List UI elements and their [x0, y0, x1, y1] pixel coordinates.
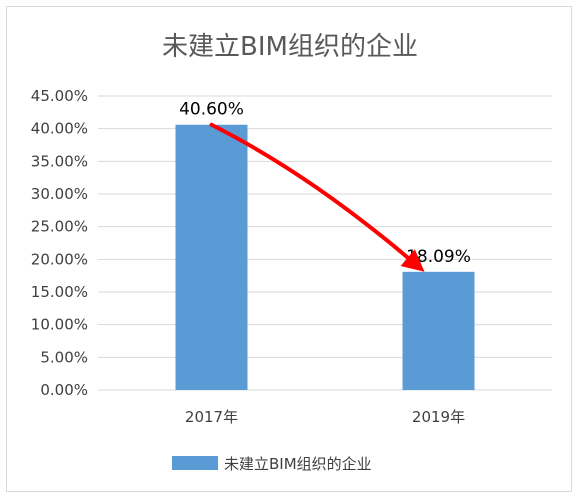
y-tick-label: 15.00%: [31, 283, 88, 301]
arrow-curve: [209, 122, 410, 260]
y-tick-label: 30.00%: [31, 185, 88, 203]
x-axis-categories: 2017年 2019年: [185, 408, 465, 426]
chart-title: 未建立BIM组织的企业: [162, 32, 418, 62]
y-tick-label: 20.00%: [31, 250, 88, 268]
legend-swatch: [172, 456, 218, 470]
y-tick-label: 35.00%: [31, 152, 88, 170]
y-axis-ticks: 0.00% 5.00% 10.00% 15.00% 20.00% 25.00% 30.00%…: [31, 87, 88, 399]
x-tick-label: 2017年: [185, 408, 238, 426]
data-label: 18.09%: [406, 247, 471, 267]
gridlines: [98, 95, 552, 391]
y-tick-label: 45.00%: [31, 87, 88, 105]
bar: [175, 124, 248, 390]
y-tick-label: 0.00%: [40, 381, 88, 399]
y-tick-label: 40.00%: [31, 120, 88, 138]
y-tick-label: 10.00%: [31, 316, 88, 334]
bar: [402, 271, 475, 390]
trend-arrow: [209, 122, 425, 272]
bars: [175, 124, 475, 390]
y-tick-label: 5.00%: [40, 348, 88, 366]
chart-frame: [6, 6, 572, 492]
data-label: 40.60%: [179, 100, 244, 120]
data-labels: 40.60% 18.09%: [179, 100, 471, 267]
legend: 未建立BIM组织的企业: [172, 455, 372, 473]
x-tick-label: 2019年: [412, 408, 465, 426]
arrow-head: [400, 249, 425, 272]
legend-label: 未建立BIM组织的企业: [224, 455, 372, 473]
y-tick-label: 25.00%: [31, 218, 88, 236]
